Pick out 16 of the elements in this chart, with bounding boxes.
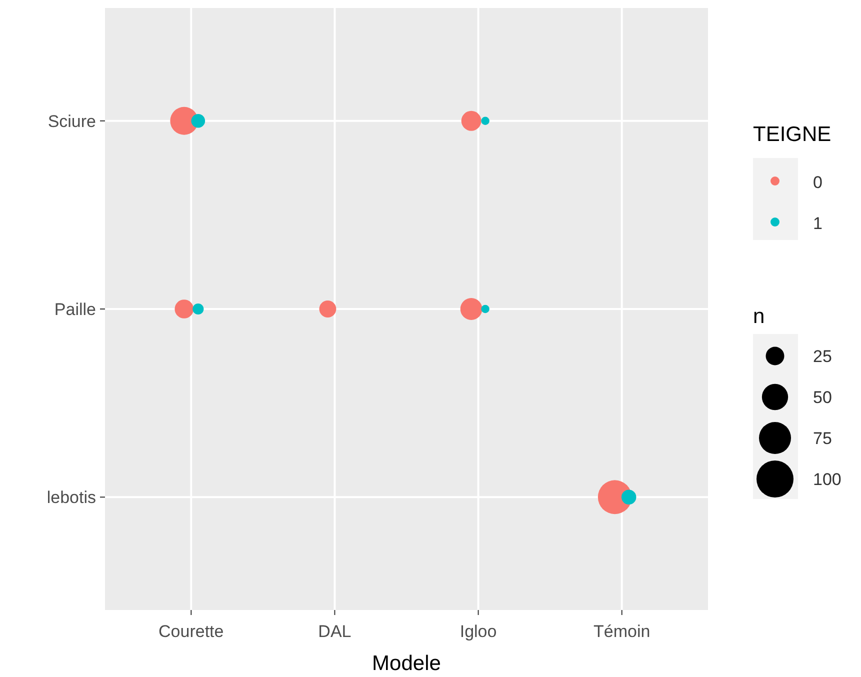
x-tick-label: Igloo [460, 622, 497, 641]
text: n [753, 305, 765, 328]
x-tick-label: Courette [158, 622, 224, 641]
category-label: Sciure [48, 112, 96, 131]
legend-label: 25 [813, 347, 832, 366]
x-tick-label: Témoin [594, 622, 650, 641]
legend-title: TEIGNE [753, 123, 832, 146]
legend-label: 50 [813, 388, 832, 407]
legend-label: 0 [813, 173, 822, 192]
legend-label: 75 [813, 429, 832, 448]
legend-label: 100 [813, 470, 842, 489]
category-label: Paille [54, 300, 96, 319]
x-axis-title: Modele [372, 652, 441, 675]
category-label: lebotis [46, 488, 96, 508]
x-tick-label: DAL [318, 622, 352, 641]
legend-label: 1 [813, 214, 822, 233]
